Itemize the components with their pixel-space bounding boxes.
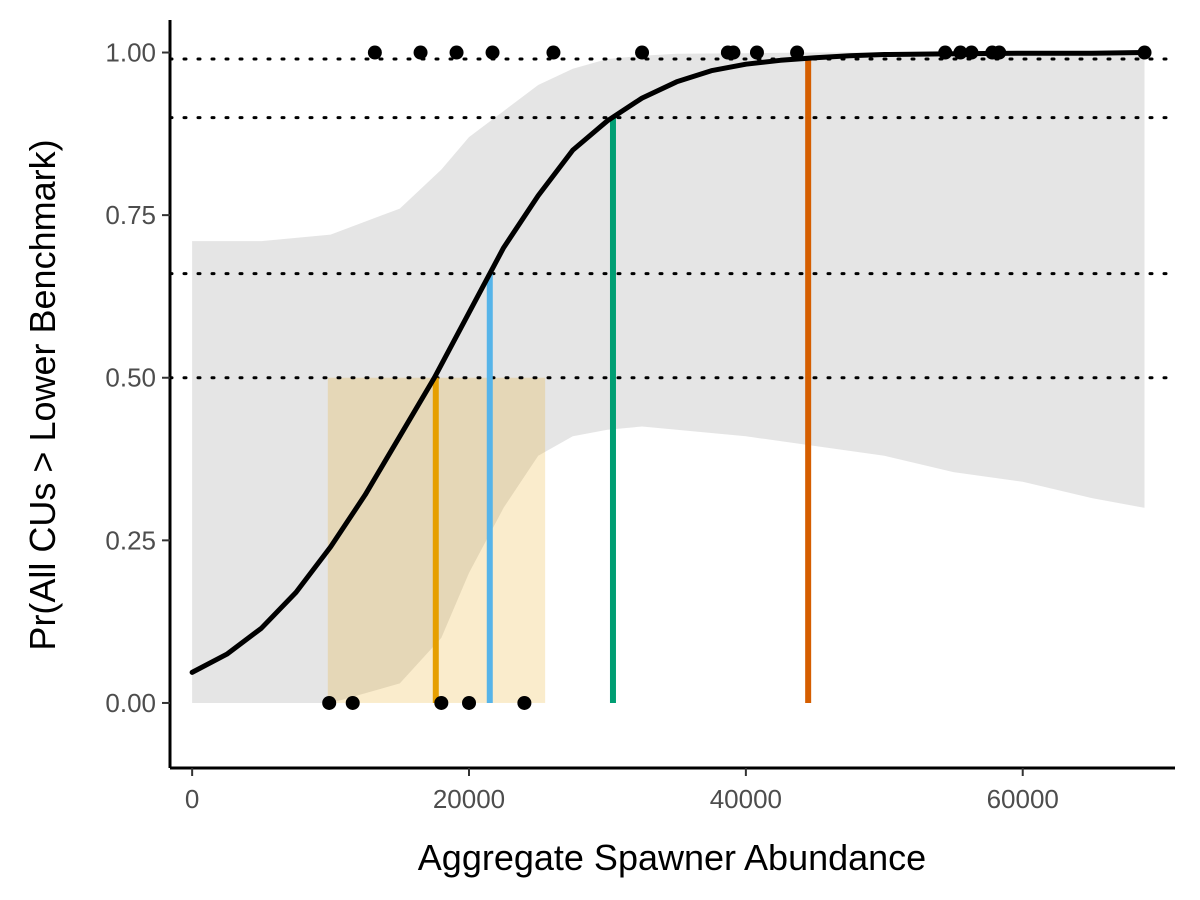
observation-point bbox=[635, 45, 650, 60]
observation-point bbox=[462, 695, 477, 710]
confidence-band bbox=[192, 52, 1145, 703]
observation-point bbox=[517, 695, 532, 710]
y-tick-label: 0.00 bbox=[105, 688, 156, 718]
x-tick-label: 0 bbox=[185, 784, 199, 814]
y-tick-label: 1.00 bbox=[105, 38, 156, 68]
observation-point bbox=[726, 45, 741, 60]
observation-point bbox=[790, 45, 805, 60]
observation-point bbox=[749, 45, 764, 60]
axes: 0 20000 40000 60000 0.00 0.25 0.50 0.75 1.00 bbox=[105, 20, 1175, 814]
observation-point bbox=[938, 45, 953, 60]
y-tick-label: 0.75 bbox=[105, 200, 156, 230]
observation-point bbox=[992, 45, 1007, 60]
x-axis-title: Aggregate Spawner Abundance bbox=[418, 837, 926, 878]
observation-point bbox=[953, 45, 968, 60]
observation-point bbox=[322, 695, 337, 710]
observation-point bbox=[449, 45, 464, 60]
plot-area bbox=[168, 45, 1177, 710]
observation-point bbox=[413, 45, 428, 60]
y-tick-label: 0.25 bbox=[105, 525, 156, 555]
fitted-curve bbox=[189, 50, 1147, 675]
observation-point bbox=[434, 695, 449, 710]
x-tick-label: 40000 bbox=[710, 784, 782, 814]
observation-point bbox=[1137, 45, 1152, 60]
observation-point bbox=[964, 45, 979, 60]
y-axis-title: Pr(All CUs > Lower Benchmark) bbox=[22, 139, 63, 650]
x-tick-label: 20000 bbox=[433, 784, 505, 814]
observation-point bbox=[345, 695, 360, 710]
observation-point bbox=[367, 45, 382, 60]
observation-point bbox=[546, 45, 561, 60]
x-tick-label: 60000 bbox=[987, 784, 1059, 814]
observation-point bbox=[485, 45, 500, 60]
y-tick-label: 0.50 bbox=[105, 363, 156, 393]
